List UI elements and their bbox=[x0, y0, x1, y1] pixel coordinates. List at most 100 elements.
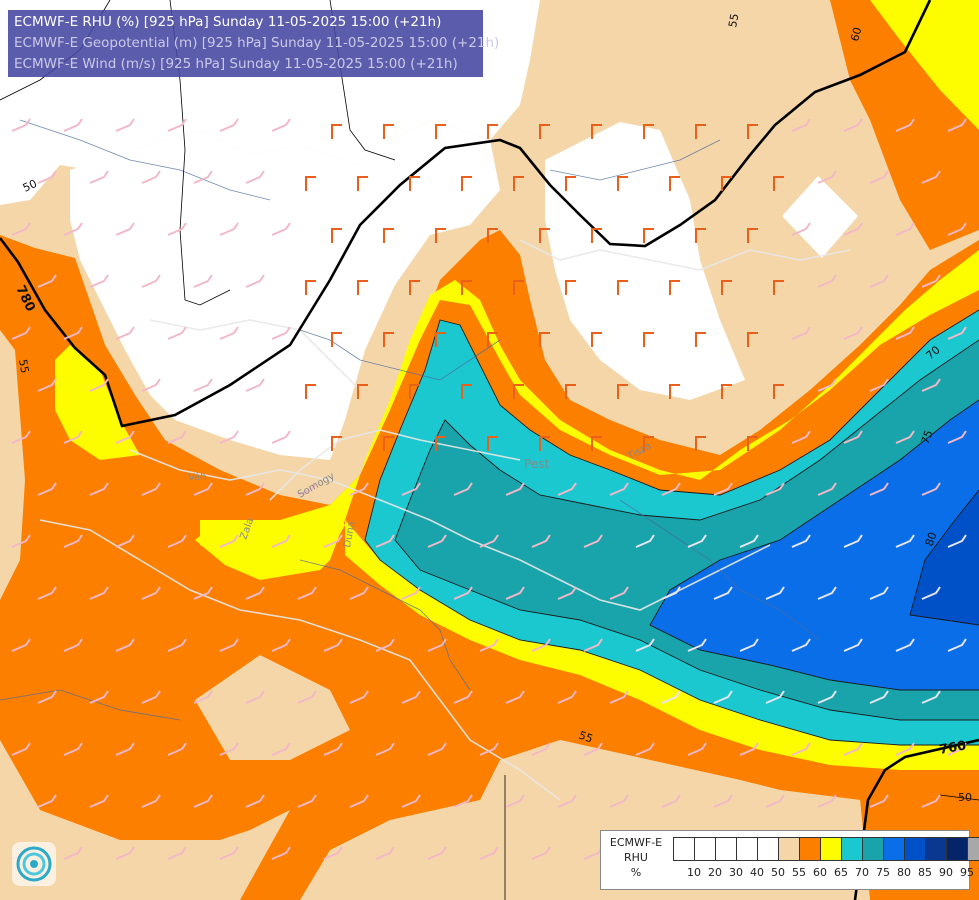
wind-barb bbox=[921, 378, 941, 392]
wind-barb bbox=[817, 482, 837, 496]
wind-barb bbox=[513, 280, 524, 295]
wind-barb bbox=[713, 482, 733, 496]
wind-barb bbox=[895, 326, 915, 340]
wind-barb bbox=[817, 586, 837, 600]
wind-barb bbox=[245, 690, 265, 704]
wind-barb bbox=[11, 326, 31, 340]
rh-band-80-85 bbox=[650, 400, 979, 690]
wind-barb bbox=[591, 124, 602, 139]
wind-barb bbox=[591, 332, 602, 347]
geopotential-contour-780 bbox=[0, 0, 932, 428]
wind-barb bbox=[141, 274, 161, 288]
wind-barb bbox=[921, 170, 941, 184]
wind-barb bbox=[409, 280, 420, 295]
wind-barb bbox=[773, 384, 784, 399]
legend-tick-label: 30 bbox=[729, 866, 743, 879]
wind-barb bbox=[557, 482, 577, 496]
wind-barb bbox=[687, 638, 707, 652]
wind-barb bbox=[739, 638, 759, 652]
wind-barb bbox=[721, 176, 732, 191]
wind-barb bbox=[461, 280, 472, 295]
legend-swatch bbox=[758, 838, 779, 860]
wind-barb bbox=[479, 846, 499, 860]
wind-barb bbox=[773, 176, 784, 191]
wind-barb bbox=[357, 384, 368, 399]
wind-barb bbox=[661, 794, 681, 808]
wind-barb bbox=[37, 274, 57, 288]
wind-barb bbox=[539, 228, 550, 243]
wind-barb bbox=[947, 534, 967, 548]
wind-barb bbox=[63, 430, 83, 444]
wind-barb bbox=[323, 534, 343, 548]
wind-barb bbox=[747, 332, 758, 347]
wind-barb bbox=[427, 742, 447, 756]
legend-swatch bbox=[842, 838, 863, 860]
rh-band-85-90 bbox=[910, 490, 979, 625]
wind-barb bbox=[331, 332, 342, 347]
legend-colorbar bbox=[673, 837, 979, 861]
wind-barb bbox=[505, 482, 525, 496]
wind-barb bbox=[349, 794, 369, 808]
label-rh-75-right: 75 bbox=[919, 428, 936, 446]
wind-barb bbox=[383, 332, 394, 347]
wind-barb bbox=[409, 176, 420, 191]
legend-swatch bbox=[821, 838, 842, 860]
wind-barb bbox=[765, 794, 785, 808]
wind-barb bbox=[63, 326, 83, 340]
wind-barb bbox=[37, 794, 57, 808]
wind-barb bbox=[37, 378, 57, 392]
wind-barb bbox=[349, 482, 369, 496]
wind-barb bbox=[63, 742, 83, 756]
wind-barb bbox=[331, 228, 342, 243]
wind-barb bbox=[817, 378, 837, 392]
wind-barb bbox=[305, 384, 316, 399]
wind-barb bbox=[297, 690, 317, 704]
wind-barb bbox=[349, 586, 369, 600]
wind-barb bbox=[193, 378, 213, 392]
wind-barb bbox=[921, 690, 941, 704]
title-geopotential: ECMWF-E Geopotential (m) [925 hPa] Sunda… bbox=[14, 35, 500, 51]
wind-barb bbox=[141, 378, 161, 392]
legend-title-variable: RHU bbox=[624, 851, 648, 864]
wind-barb bbox=[245, 378, 265, 392]
wind-barb bbox=[557, 586, 577, 600]
wind-barb bbox=[557, 794, 577, 808]
wind-barb bbox=[427, 534, 447, 548]
wind-barb bbox=[141, 170, 161, 184]
wind-barb bbox=[539, 332, 550, 347]
wind-barb bbox=[219, 118, 239, 132]
wind-barb bbox=[843, 222, 863, 236]
wind-barb bbox=[375, 742, 395, 756]
wind-barb bbox=[747, 228, 758, 243]
wind-barb bbox=[193, 794, 213, 808]
wind-barb bbox=[11, 222, 31, 236]
wind-barb bbox=[331, 436, 342, 451]
wind-barb bbox=[167, 430, 187, 444]
wind-barb bbox=[271, 742, 291, 756]
wind-barb bbox=[305, 280, 316, 295]
wind-barb bbox=[791, 742, 811, 756]
rh-band-below-55-centre bbox=[70, 120, 500, 460]
wind-barb bbox=[843, 534, 863, 548]
legend-ticks: 10 20 30 40 50 55 60 65 70 75 80 85 90 95 100 bbox=[673, 866, 979, 880]
wind-barb bbox=[869, 794, 889, 808]
legend-tick-label: 100 bbox=[978, 866, 979, 879]
wind-barb bbox=[435, 436, 446, 451]
wind-barb bbox=[721, 384, 732, 399]
wind-barb bbox=[609, 690, 629, 704]
legend-tick-label: 90 bbox=[939, 866, 953, 879]
wind-barb bbox=[721, 280, 732, 295]
wind-barb bbox=[11, 118, 31, 132]
wind-barb bbox=[895, 222, 915, 236]
label-rh-60-top: 60 bbox=[848, 26, 864, 43]
legend-tick-label: 20 bbox=[708, 866, 722, 879]
wind-barb bbox=[331, 124, 342, 139]
wind-barb bbox=[271, 326, 291, 340]
wind-barb bbox=[531, 638, 551, 652]
wind-barb bbox=[89, 482, 109, 496]
wind-barb bbox=[271, 222, 291, 236]
wind-barb bbox=[297, 794, 317, 808]
wind-barb bbox=[63, 222, 83, 236]
wind-barb bbox=[89, 170, 109, 184]
wind-barb bbox=[765, 586, 785, 600]
